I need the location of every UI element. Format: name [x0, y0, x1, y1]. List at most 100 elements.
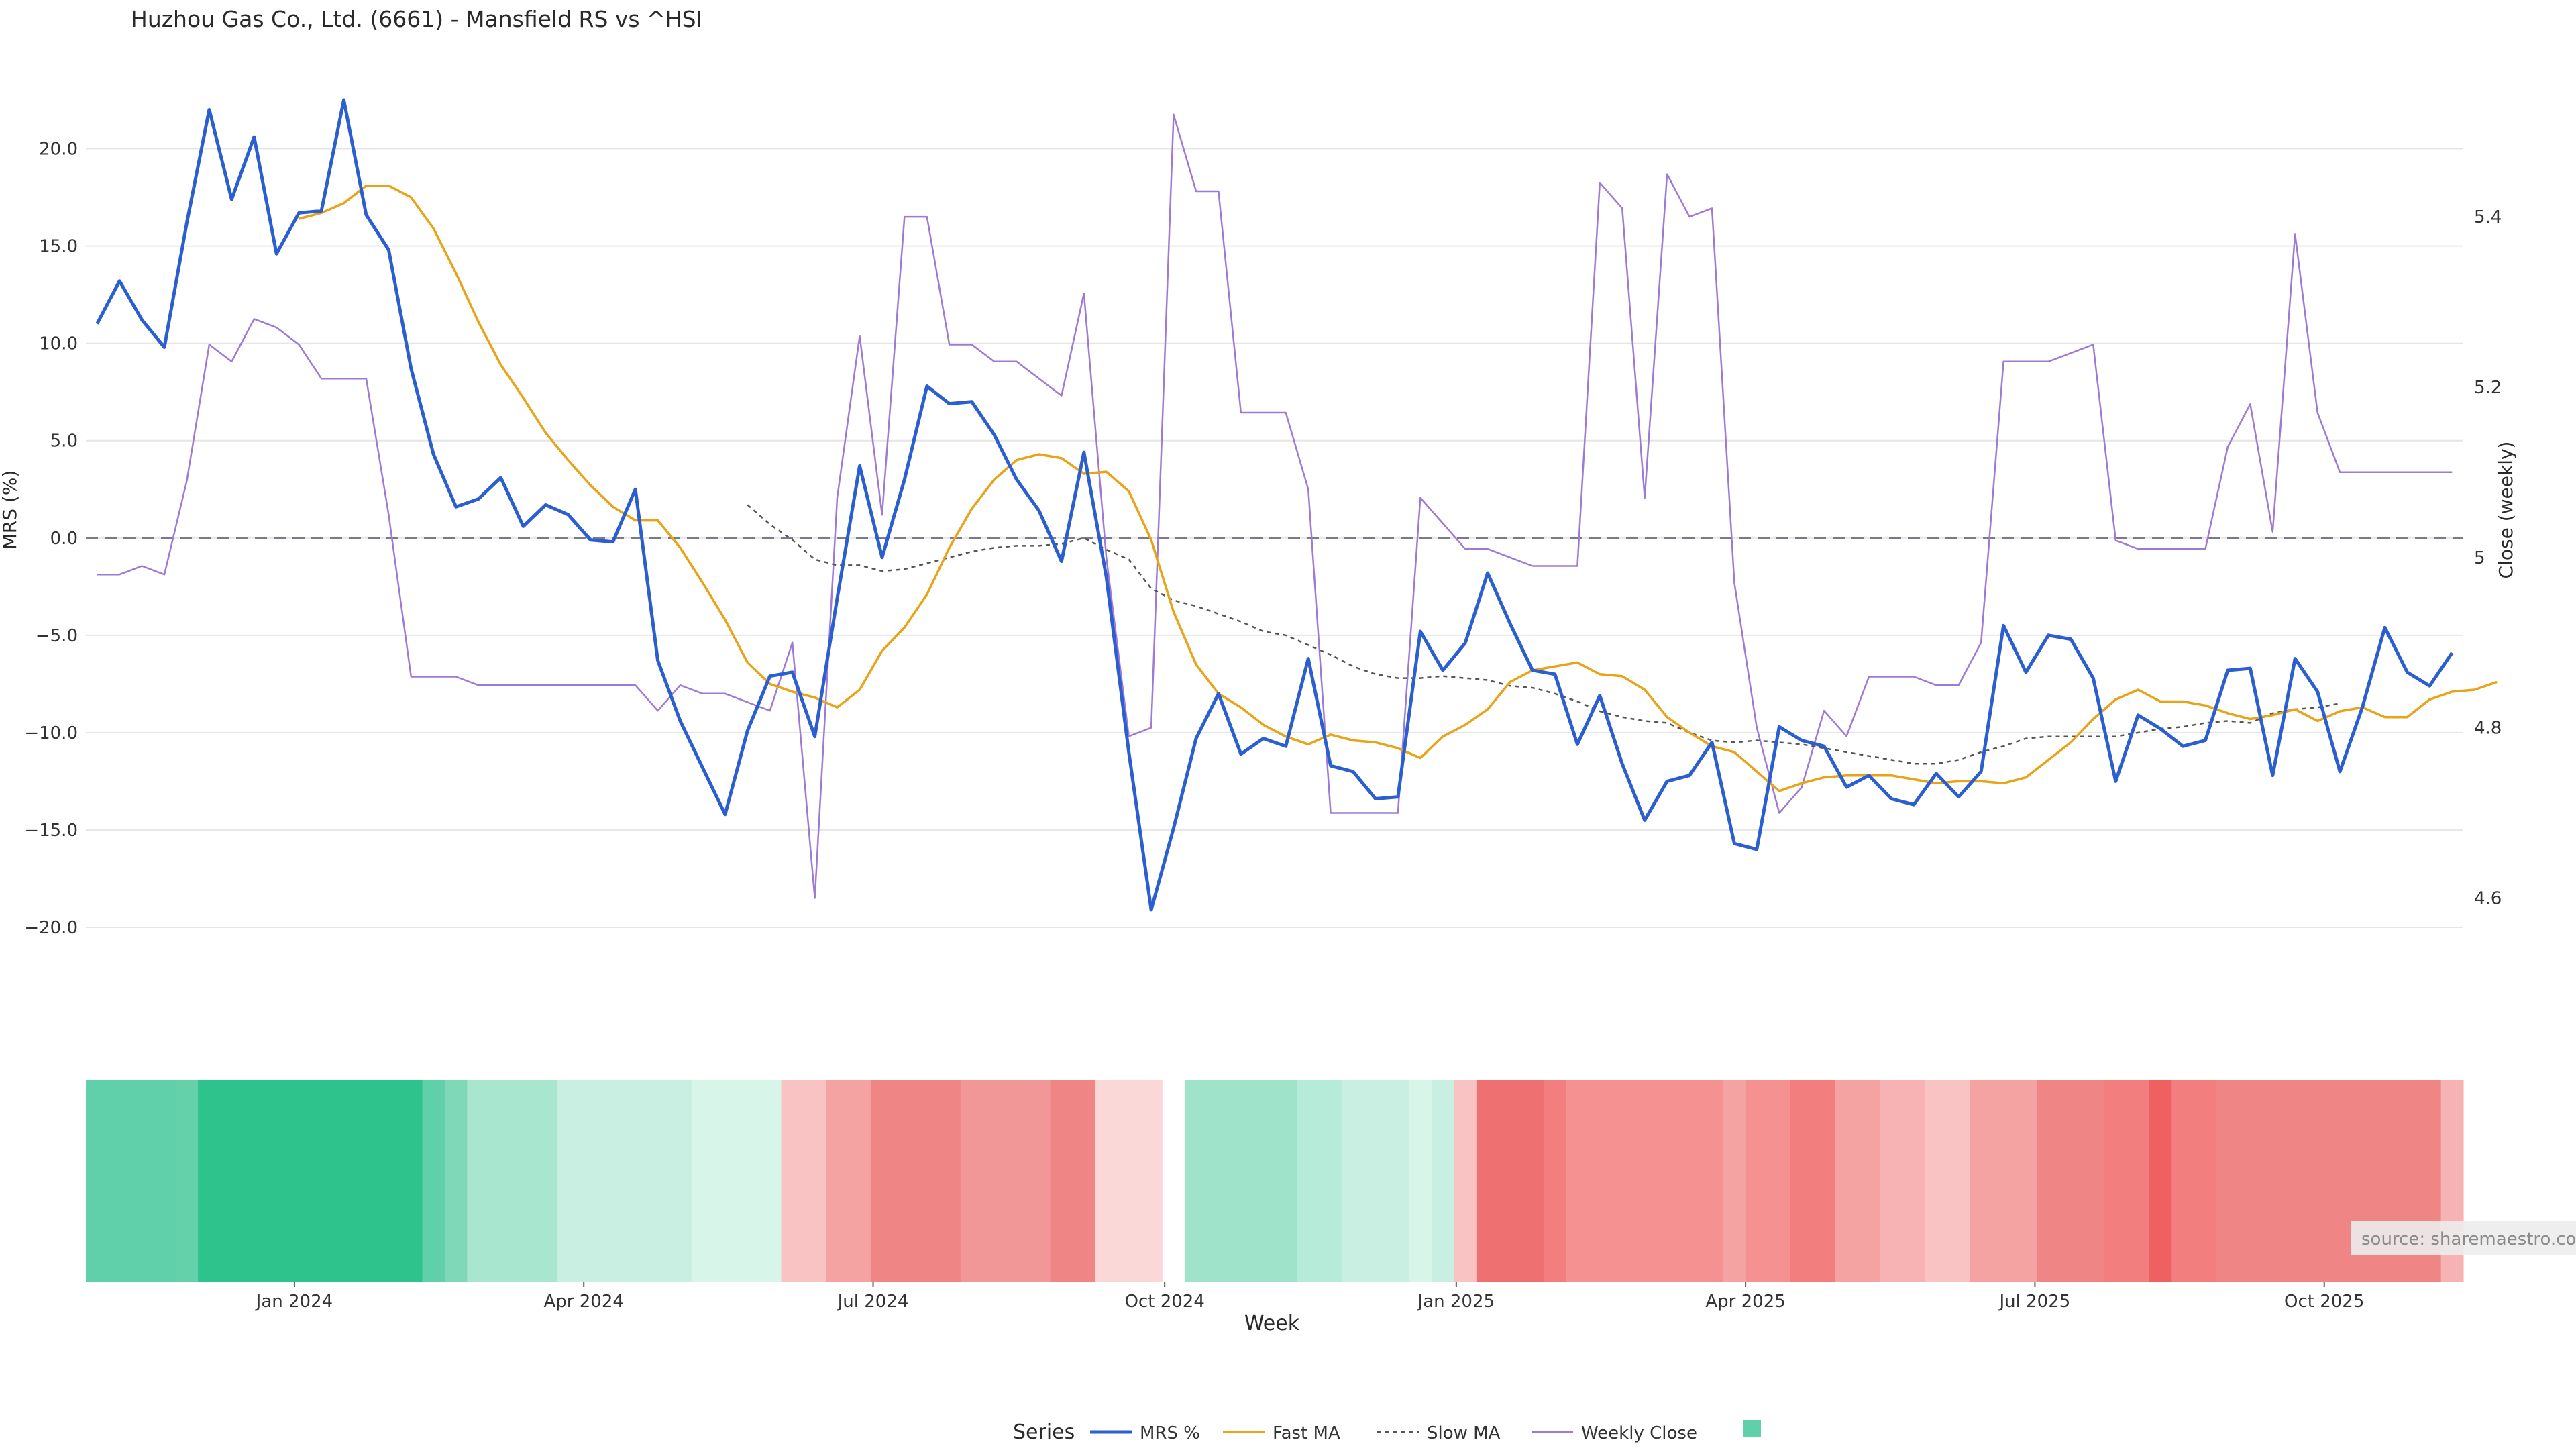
heat-strip-cell — [759, 1080, 782, 1282]
heat-strip-cell — [1432, 1080, 1455, 1282]
heat-strip-cell — [400, 1080, 423, 1282]
x-tick-label: Apr 2025 — [1705, 1292, 1785, 1312]
heat-strip-cell — [1162, 1080, 1185, 1282]
y2-tick-label: 4.6 — [2474, 888, 2502, 909]
series-layer — [95, 98, 2498, 912]
heat-strip-cell — [1678, 1080, 1701, 1282]
heat-strip-cell — [1880, 1080, 1903, 1282]
heat-strip-cell — [557, 1080, 580, 1282]
heat-strip-cell — [714, 1080, 737, 1282]
heat-strip-cell — [736, 1080, 759, 1282]
heat-strip-cell — [1207, 1080, 1230, 1282]
heat-strip-cell — [1813, 1080, 1836, 1282]
heat-strip-cell — [1589, 1080, 1612, 1282]
heat-strip-cell — [1454, 1080, 1477, 1282]
heat-strip-cell — [1297, 1080, 1320, 1282]
heat-strip-cell — [1499, 1080, 1522, 1282]
heat-strip-cell — [624, 1080, 647, 1282]
heat-strip-cell — [2284, 1080, 2307, 1282]
heat-strip-cell — [1275, 1080, 1298, 1282]
heat-strip-cell — [1252, 1080, 1275, 1282]
series-line-weekly-close — [97, 113, 2453, 899]
series-line-mrs — [95, 98, 2454, 912]
source-note-text: source: sharemaestro.com — [2361, 1229, 2576, 1249]
legend-label: MRS % — [1140, 1423, 1200, 1443]
heat-strip-cell — [1611, 1080, 1634, 1282]
x-tick-label: Apr 2024 — [544, 1292, 624, 1312]
heat-strip-cell — [1656, 1080, 1679, 1282]
heat-strip-cell — [1342, 1080, 1365, 1282]
heat-strip-cell — [1050, 1080, 1073, 1282]
heat-strip-cell — [601, 1080, 625, 1282]
series-line-slow-ma — [747, 504, 2341, 765]
heat-strip-cell — [1230, 1080, 1253, 1282]
heat-strip-cell — [2015, 1080, 2038, 1282]
y2-tick-label: 4.8 — [2474, 719, 2502, 739]
heat-strip-cell — [1835, 1080, 1858, 1282]
x-tick-label: Jul 2024 — [837, 1292, 909, 1312]
heat-strip-cell — [691, 1080, 714, 1282]
heat-strip-cell — [332, 1080, 356, 1282]
heat-strip-cell — [130, 1080, 154, 1282]
heat-strip-cell — [1387, 1080, 1410, 1282]
heat-strip-cell — [2239, 1080, 2262, 1282]
heat-strip-cell — [1095, 1080, 1118, 1282]
heat-strip-cell — [1790, 1080, 1814, 1282]
heat-strip-cell — [355, 1080, 378, 1282]
heat-strip-cell — [265, 1080, 288, 1282]
heat-strip-cell — [2104, 1080, 2128, 1282]
heat-strip-cell — [1073, 1080, 1096, 1282]
heat-strip-cell — [1947, 1080, 1971, 1282]
heat-strip-cell — [467, 1080, 490, 1282]
heat-strip-cell — [153, 1080, 176, 1282]
heat-strip-cell — [960, 1080, 983, 1282]
heat-strip-cell — [579, 1080, 602, 1282]
heat-strip-cell — [848, 1080, 871, 1282]
heat-strip-cell — [1902, 1080, 1926, 1282]
heat-strip-cell — [1701, 1080, 1724, 1282]
heat-strip-cell — [1028, 1080, 1051, 1282]
x-tick-label: Jan 2024 — [255, 1292, 333, 1312]
legend-heat-swatch — [1743, 1420, 1761, 1437]
heat-strip-cell — [1364, 1080, 1387, 1282]
x-tick-label: Jan 2025 — [1417, 1292, 1495, 1312]
heat-strip-cell — [2127, 1080, 2150, 1282]
heat-strip-cell — [2149, 1080, 2172, 1282]
y-tick-label: 15.0 — [39, 237, 78, 257]
heat-strip-cell — [826, 1080, 849, 1282]
heat-strip-cell — [1185, 1080, 1208, 1282]
y-tick-label: 0.0 — [50, 529, 78, 549]
heat-strip-cell — [489, 1080, 513, 1282]
heat-strip-cell — [1992, 1080, 2015, 1282]
heat-strip-cell — [2194, 1080, 2217, 1282]
heat-strip-cell — [220, 1080, 244, 1282]
heat-strip-cell — [1319, 1080, 1342, 1282]
y2-tick-label: 5.2 — [2474, 378, 2502, 398]
heat-strip-cell — [2216, 1080, 2240, 1282]
heat-strip-cell — [893, 1080, 916, 1282]
heat-strip-cell — [2059, 1080, 2083, 1282]
legend-label: Weekly Close — [1581, 1423, 1697, 1443]
heat-strip-cell — [444, 1080, 468, 1282]
legend-items: MRS % Fast MA Slow MA Weekly Close — [1090, 1420, 1761, 1443]
heat-strip-cell — [1117, 1080, 1140, 1282]
heat-strip-cell — [534, 1080, 557, 1282]
x-tick-label: Oct 2025 — [2284, 1292, 2364, 1312]
heat-strip-cell — [243, 1080, 266, 1282]
legend-label: Slow MA — [1427, 1423, 1501, 1443]
heat-strip-cell — [512, 1080, 535, 1282]
y-tick-label: 20.0 — [39, 140, 78, 160]
heat-strip-cell — [646, 1080, 669, 1282]
heat-strip-cell — [2082, 1080, 2105, 1282]
heat-strip-cell — [669, 1080, 692, 1282]
y2-tick-label: 5 — [2474, 548, 2485, 568]
x-tick-label: Oct 2024 — [1124, 1292, 1204, 1312]
heat-strip-cell — [1768, 1080, 1791, 1282]
y2-tick-label: 5.4 — [2474, 207, 2502, 227]
chart-title: Huzhou Gas Co., Ltd. (6661) - Mansfield … — [131, 6, 702, 32]
heat-strip-cell — [1925, 1080, 1948, 1282]
heat-strip-cell — [175, 1080, 199, 1282]
heat-strip-cell — [1858, 1080, 1881, 1282]
y-tick-label: −5.0 — [36, 626, 78, 646]
heat-strip-cell — [310, 1080, 333, 1282]
